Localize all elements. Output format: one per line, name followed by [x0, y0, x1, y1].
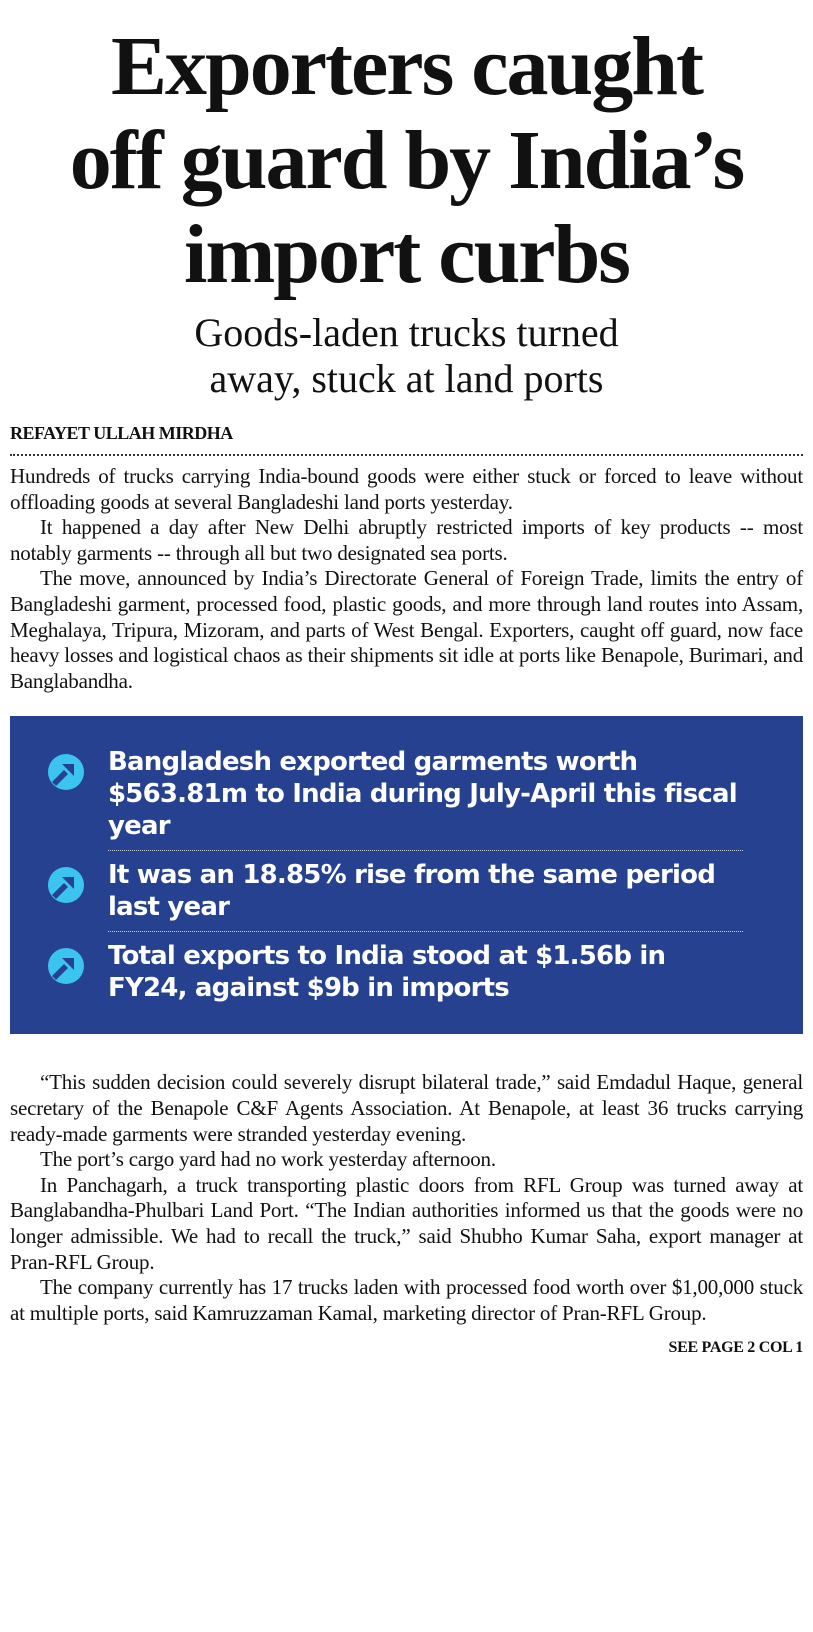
paragraph: The company currently has 17 trucks lade… [10, 1275, 803, 1325]
arrow-up-right-circle-icon [48, 867, 84, 904]
byline: REFAYET ULLAH MIRDHA [10, 423, 233, 443]
dotted-divider [10, 454, 803, 456]
paragraph: “This sudden decision could severely dis… [10, 1070, 803, 1146]
highlight-text: Total exports to India stood at $1.56b i… [108, 941, 666, 1004]
subheadline: Goods-laden trucks turned away, stuck at… [10, 310, 803, 402]
paragraph: It happened a day after New Delhi abrupt… [10, 515, 803, 565]
arrow-up-right-circle-icon [48, 948, 84, 985]
paragraph: In Panchagarh, a truck transporting plas… [10, 1172, 803, 1274]
paragraph: The port’s cargo yard had no work yester… [40, 1147, 496, 1172]
paragraph: Hundreds of trucks carrying India-bound … [10, 464, 803, 514]
subheadline-line: away, stuck at land ports [209, 356, 604, 401]
article-body-top: Hundreds of trucks carrying India-bound … [10, 464, 803, 694]
continuation-note: SEE PAGE 2 COL 1 [668, 1339, 804, 1357]
headline-line: off guard by India’s [69, 114, 745, 207]
headline: Exporters caught off guard by India’s im… [10, 20, 803, 302]
arrow-up-right-circle-icon [48, 754, 84, 791]
highlights-box: Bangladesh exported garments worth $563.… [10, 716, 803, 1035]
highlight-item: It was an 18.85% rise from the same peri… [46, 859, 743, 923]
highlight-text: It was an 18.85% rise from the same peri… [108, 860, 716, 923]
headline-line: import curbs [184, 208, 631, 301]
dotted-separator [108, 931, 743, 933]
paragraph: The move, announced by India’s Directora… [10, 566, 803, 693]
subheadline-line: Goods-laden trucks turned [194, 310, 619, 355]
article-page: Exporters caught off guard by India’s im… [10, 20, 804, 1357]
dotted-separator [108, 850, 743, 852]
highlight-item: Bangladesh exported garments worth $563.… [46, 746, 743, 842]
article-body-bottom: “This sudden decision could severely dis… [10, 1070, 803, 1326]
highlight-item: Total exports to India stood at $1.56b i… [46, 940, 743, 1004]
highlight-text: Bangladesh exported garments worth $563.… [108, 747, 738, 842]
headline-line: Exporters caught [111, 20, 704, 113]
